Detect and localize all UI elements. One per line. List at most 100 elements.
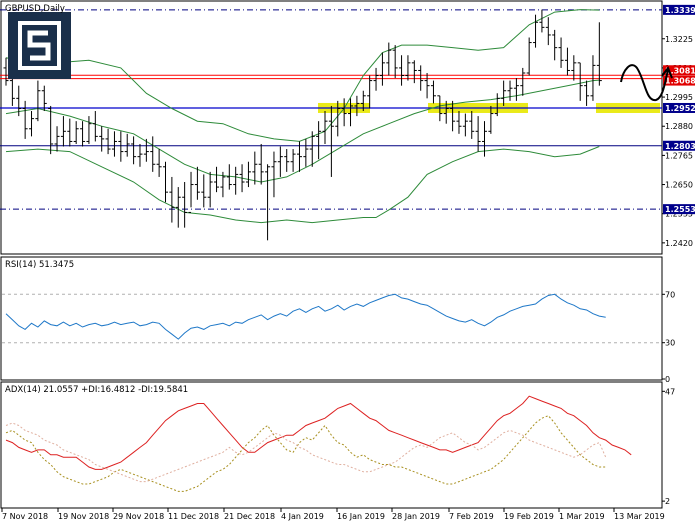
ohlc-bar-71 (456, 111, 462, 134)
ohlc-bar-69 (443, 100, 449, 124)
adx-y-tick-label-0: 47 (665, 387, 675, 396)
ohlc-bar-47 (303, 138, 309, 167)
ohlc-bar-81 (520, 67, 526, 96)
ohlc-bar-30 (194, 166, 200, 200)
price-tag-bg-1 (663, 65, 695, 76)
ohlc-bar-16 (105, 128, 111, 155)
ohlc-bar-3 (22, 100, 28, 139)
main-chart-title: GBPUSD,Daily (5, 4, 65, 14)
ohlc-bar-77 (494, 93, 500, 117)
ohlc-bar-17 (111, 131, 117, 157)
ohlc-bar-61 (392, 45, 398, 79)
ohlc-bar-39 (252, 151, 258, 185)
price-tag-bg-4 (663, 140, 695, 151)
adx-panel-frame (0, 381, 663, 509)
rsi-panel-frame (0, 256, 663, 381)
price-tag-label-2: 1.3068 (665, 77, 696, 86)
x-tick-label-1: 19 Nov 2018 (58, 512, 109, 521)
rsi-y-tick-label-1: 30 (665, 339, 675, 348)
ohlc-bar-52 (335, 100, 341, 137)
ohlc-bar-36 (233, 166, 239, 195)
ohlc-bar-68 (437, 95, 443, 122)
ohlc-bar-93 (596, 22, 602, 86)
ohlc-bar-35 (226, 164, 232, 190)
price-tag-bg-0 (663, 4, 695, 15)
ohlc-bar-8 (54, 126, 60, 152)
price-tag-label-0: 1.3339 (665, 6, 696, 15)
ohlc-bar-59 (379, 52, 385, 86)
ohlc-bar-7 (48, 105, 54, 155)
ohlc-bar-14 (92, 111, 98, 142)
adx-line-1 (5, 415, 606, 492)
x-tick-label-5: 4 Jan 2019 (281, 512, 324, 521)
ohlc-bar-32 (207, 171, 213, 208)
main-y-tick-label-3: 1.2880 (665, 122, 693, 131)
x-tick-label-11: 13 Mar 2019 (614, 512, 665, 521)
ohlc-bar-24 (156, 149, 162, 177)
ohlc-bar-25 (163, 161, 168, 203)
ohlc-bar-56 (360, 90, 366, 112)
ohlc-bar-67 (430, 80, 436, 104)
rsi-y-tick-label-0: 70 (665, 290, 675, 299)
ohlc-bar-55 (354, 95, 360, 117)
ohlc-bar-85 (545, 17, 551, 46)
ohlc-bar-62 (399, 55, 405, 86)
ohlc-bar-76 (488, 105, 494, 134)
ohlc-bar-74 (475, 116, 481, 152)
ohlc-bar-42 (271, 151, 277, 198)
adx-plot-area (5, 395, 632, 492)
ohlc-bar-48 (309, 131, 315, 167)
ohlc-bar-11 (73, 121, 79, 144)
ohlc-bar-53 (341, 98, 347, 127)
main-plot-area (0, 9, 662, 241)
x-tick-label-8: 7 Feb 2019 (449, 512, 494, 521)
ohlc-bar-44 (284, 149, 290, 172)
x-tick-label-10: 1 Mar 2019 (559, 512, 605, 521)
x-tick-label-4: 21 Dec 2018 (224, 512, 275, 521)
bollinger-lower (5, 146, 600, 224)
ohlc-bar-12 (80, 121, 86, 147)
main-y-tick-label-0: 1.3225 (665, 35, 693, 44)
forecast-arrow (620, 64, 673, 102)
main-y-tick-label-6: 1.2535 (665, 210, 693, 219)
ohlc-bar-40 (258, 143, 264, 185)
ohlc-bar-92 (590, 55, 596, 101)
ohlc-bar-89 (571, 55, 577, 81)
x-tick-label-2: 29 Nov 2018 (113, 512, 164, 521)
ohlc-bar-6 (41, 85, 47, 112)
rsi-plot-area (2, 293, 662, 344)
ohlc-bar-10 (67, 118, 73, 147)
ohlc-bar-75 (482, 121, 487, 157)
ohlc-bar-87 (558, 37, 564, 68)
ohlc-bar-50 (322, 111, 328, 144)
ohlc-bar-79 (507, 80, 513, 101)
rsi-y-tick-label-2: 0 (665, 375, 670, 384)
ohlc-bar-9 (60, 116, 66, 147)
ohlc-bar-65 (418, 65, 424, 91)
ohlc-bar-60 (386, 42, 392, 76)
price-tag-label-4: 1.2803 (665, 142, 696, 151)
price-tag-bg-5 (663, 204, 695, 215)
price-tag-bg-2 (663, 75, 695, 86)
ohlc-bar-20 (131, 136, 137, 165)
ohlc-bar-57 (367, 75, 373, 109)
ohlc-bar-51 (328, 105, 334, 177)
adx-title: ADX(14) 21.0557 +DI:16.4812 -DI:19.5841 (5, 385, 188, 395)
ohlc-bar-19 (124, 133, 130, 157)
adx-line-0 (5, 395, 632, 470)
ohlc-bar-63 (405, 55, 411, 81)
ohlc-bar-45 (290, 149, 296, 172)
ohlc-bar-31 (201, 174, 207, 208)
ohlc-bar-33 (214, 166, 220, 193)
ohlc-bar-88 (564, 47, 570, 76)
x-tick-label-6: 16 Jan 2019 (337, 512, 385, 521)
price-tag-bg-3 (663, 102, 695, 113)
ohlc-bar-80 (513, 78, 519, 101)
ohlc-bar-91 (584, 80, 590, 106)
ohlc-bar-2 (16, 85, 22, 117)
ohlc-bar-15 (99, 126, 105, 152)
ohlc-bar-58 (373, 67, 379, 91)
price-tag-label-5: 1.2553 (665, 205, 696, 214)
ohlc-bar-83 (533, 14, 539, 48)
